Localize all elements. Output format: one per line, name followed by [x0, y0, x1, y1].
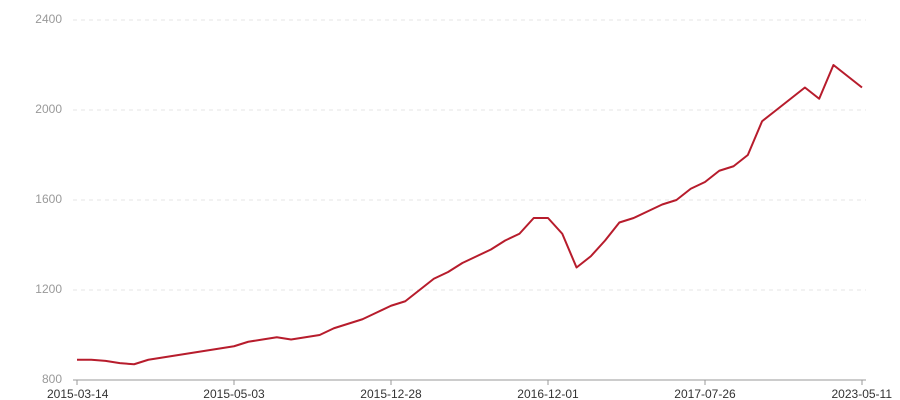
x-tick-label: 2015-03-14 — [47, 387, 109, 400]
y-tick-label: 2400 — [35, 12, 62, 26]
x-tick-label: 2023-05-11 — [832, 387, 893, 400]
y-tick-label: 800 — [42, 372, 62, 386]
y-tick-label: 1600 — [35, 192, 62, 206]
x-tick-label: 2015-05-03 — [203, 387, 265, 400]
line-series — [77, 64, 863, 366]
x-tick-label: 2016-12-01 — [517, 387, 579, 400]
x-tick-label: 2015-12-28 — [360, 387, 422, 400]
x-tick-label: 2017-07-26 — [674, 387, 736, 400]
y-tick-label: 1200 — [35, 282, 62, 296]
y-tick-label: 2000 — [35, 102, 62, 116]
